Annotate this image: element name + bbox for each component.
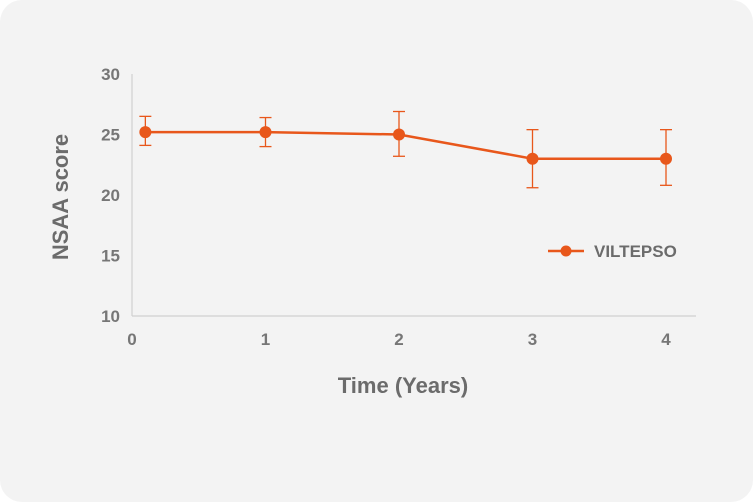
data-point [526,152,539,165]
data-point [660,152,672,165]
x-tick-label: 4 [661,330,671,349]
x-tick-label: 3 [528,330,537,349]
y-axis-title: NSAA score [48,134,73,260]
series-viltepso [139,110,672,189]
y-tick-label: 20 [101,186,120,205]
data-point [393,128,405,141]
axes [131,74,696,317]
data-point [139,126,152,139]
series-line [145,130,666,160]
y-tick-label: 15 [101,247,120,266]
legend-label-viltepso: VILTEPSO [594,242,677,261]
y-axis-ticks: 10 15 20 25 30 [101,65,120,326]
legend-marker [560,245,572,257]
x-tick-label: 0 [127,330,136,349]
x-tick-label: 1 [261,330,270,349]
legend: VILTEPSO [548,242,677,261]
x-axis-title: Time (Years) [338,373,468,398]
x-tick-label: 2 [394,330,403,349]
data-point [259,126,272,139]
x-axis-ticks: 0 1 2 3 4 [127,330,671,349]
y-tick-label: 10 [101,307,120,326]
y-tick-label: 30 [101,65,120,84]
y-tick-label: 25 [101,126,120,145]
